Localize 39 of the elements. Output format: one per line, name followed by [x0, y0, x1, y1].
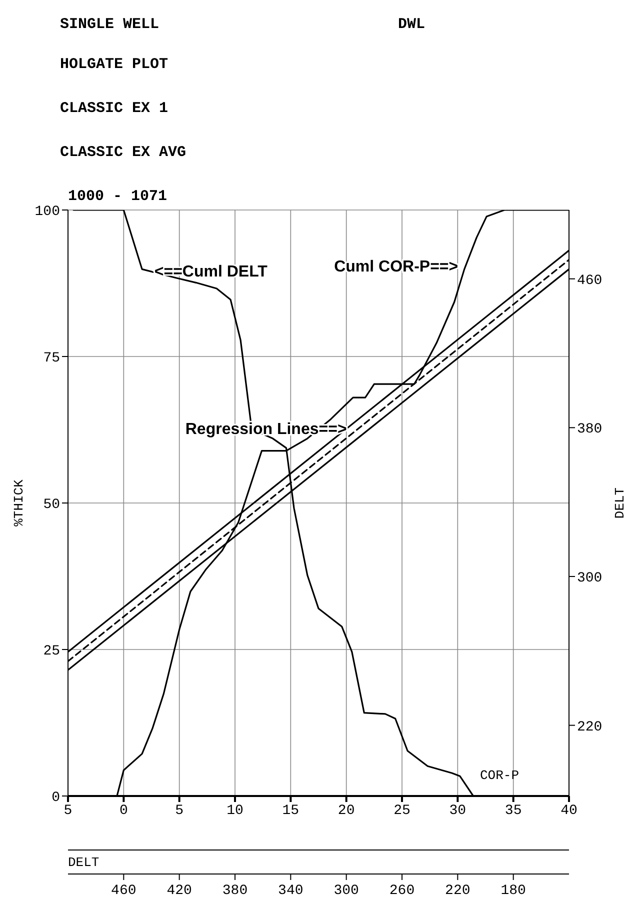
x2-tick-label: 300: [334, 883, 359, 899]
x-tick-label: 10: [226, 802, 244, 819]
x2-tick-label: 340: [278, 883, 304, 899]
x2-tick-label: 380: [222, 883, 248, 899]
x-tick-label: 5: [175, 802, 184, 819]
x-tick-label: 30: [449, 802, 466, 819]
y2-tick-label: 220: [577, 719, 602, 736]
y2-axis-title: DELT: [612, 487, 628, 519]
text: DWL: [398, 16, 426, 33]
x-tick-label: 25: [394, 802, 410, 819]
y2-tick-label: 300: [577, 570, 602, 586]
x-tick-label: 5: [64, 802, 72, 819]
y-tick-label: 75: [43, 350, 60, 366]
chart-subtitle: HOLGATE PLOT: [60, 56, 168, 73]
x2-axis-title: DELT: [68, 855, 100, 870]
y-tick-label: 100: [34, 204, 60, 220]
x2-tick-label: 220: [445, 883, 470, 899]
y2-tick-label: 460: [577, 272, 602, 289]
x-tick-label: 15: [282, 802, 300, 819]
y-tick-label: 25: [43, 643, 60, 660]
text: CLASSIC EX 1: [60, 100, 168, 117]
text: 1000 - 1071: [68, 188, 168, 205]
annotation: Cuml COR-P==>: [334, 258, 458, 276]
x-tick-label: 20: [338, 802, 355, 819]
x2-tick-label: 460: [111, 883, 136, 899]
x-tick-label: 35: [504, 802, 522, 819]
y-axis-title: %THICK: [12, 479, 27, 526]
x-tick-label: 40: [560, 802, 578, 819]
y-tick-label: 50: [43, 496, 60, 513]
x2-tick-label: 180: [500, 883, 526, 899]
annotation: <==Cuml DELT: [154, 264, 268, 281]
text: CLASSIC EX AVG: [60, 144, 186, 161]
x2-tick-label: 260: [389, 883, 415, 899]
x-axis-title: COR-P: [480, 768, 520, 784]
x2-tick-label: 420: [166, 883, 192, 899]
chart-title: SINGLE WELL: [60, 16, 160, 33]
x-tick-label: 0: [119, 802, 128, 819]
y-tick-label: 0: [52, 790, 60, 806]
y2-tick-label: 380: [577, 422, 602, 438]
